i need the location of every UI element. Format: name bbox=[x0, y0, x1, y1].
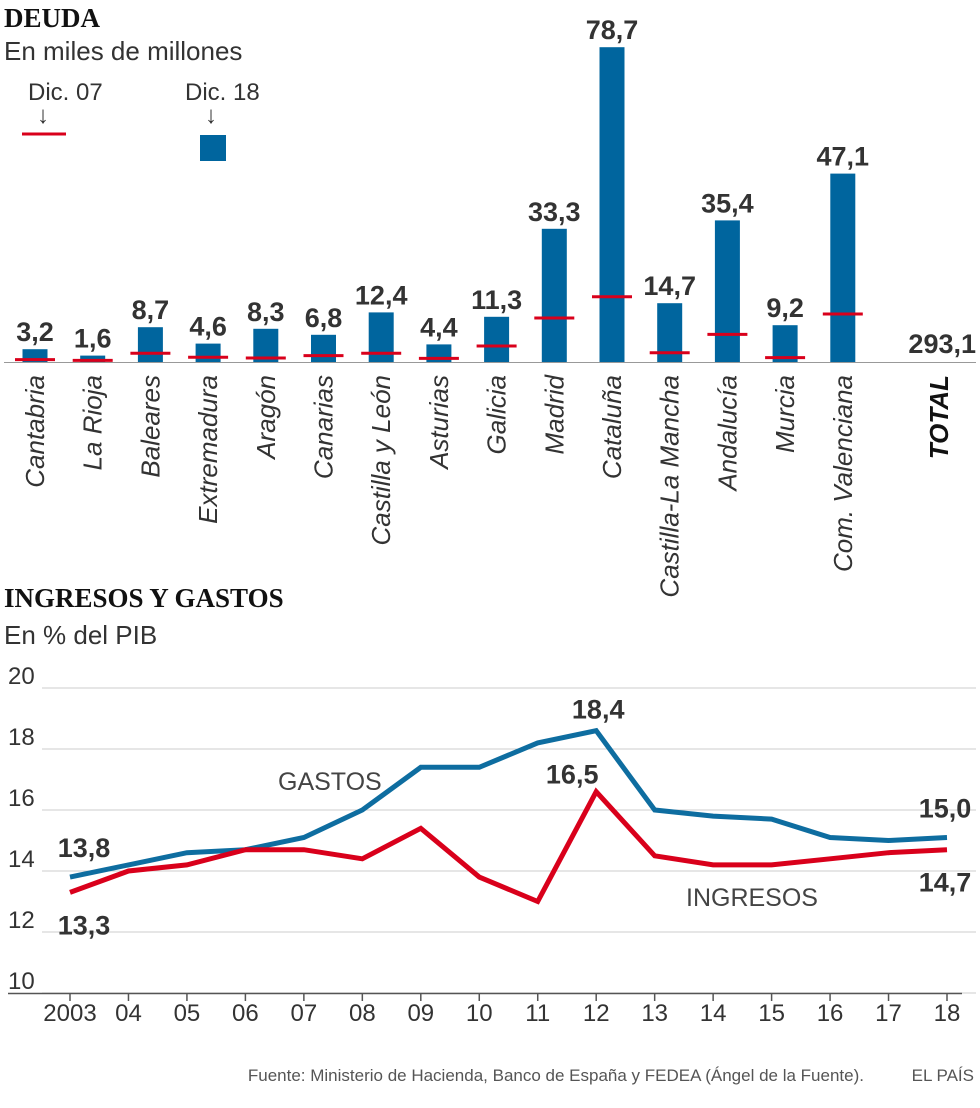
legend-swatch-dic18 bbox=[200, 135, 226, 161]
brand-logo: EL PAÍS bbox=[912, 1066, 974, 1085]
bar-chart-title: DEUDA bbox=[4, 3, 101, 33]
bar-value-castilla-y-leon: 12,4 bbox=[355, 280, 408, 310]
x-tick-16: 16 bbox=[817, 1000, 844, 1027]
x-tick-11: 11 bbox=[525, 1000, 550, 1027]
bar-extremadura bbox=[195, 343, 221, 362]
x-tick-12: 12 bbox=[583, 1000, 610, 1027]
y-tick-14: 14 bbox=[8, 846, 35, 873]
x-tick-2003: 2003 bbox=[43, 1000, 96, 1027]
bar-murcia bbox=[772, 325, 798, 362]
category-label-cantabria: Cantabria bbox=[20, 375, 50, 488]
category-label-cataluna: Cataluña bbox=[597, 375, 627, 479]
total-value: 293,1 bbox=[908, 329, 976, 359]
category-label-com-valenciana: Com. Valenciana bbox=[828, 375, 858, 572]
bar-la-rioja bbox=[80, 355, 106, 362]
bar-chart-plot: 3,2 Cantabria 1,6 La Rioja 8,7 Baleares 4,6 Ext… bbox=[4, 15, 976, 598]
bar-value-andalucia: 35,4 bbox=[701, 188, 754, 218]
category-label-castilla-la-mancha: Castilla-La Mancha bbox=[655, 375, 685, 598]
bar-value-castilla-la-mancha: 14,7 bbox=[643, 271, 696, 301]
bar-value-asturias: 4,4 bbox=[420, 312, 458, 342]
annotation-gastos-2003: 13,8 bbox=[58, 833, 111, 863]
x-tick-15: 15 bbox=[758, 1000, 785, 1027]
legend-label-dic07: Dic. 07 bbox=[28, 79, 103, 106]
y-tick-16: 16 bbox=[8, 785, 35, 812]
annotation-ingresos-12: 16,5 bbox=[546, 760, 599, 790]
bar-value-com-valenciana: 47,1 bbox=[817, 142, 870, 172]
line-gastos bbox=[69, 727, 948, 880]
bar-value-murcia: 9,2 bbox=[766, 293, 804, 323]
line-chart-title: INGRESOS Y GASTOS bbox=[4, 583, 284, 613]
x-tick-06: 06 bbox=[232, 1000, 259, 1027]
bar-madrid bbox=[541, 228, 567, 362]
category-label-canarias: Canarias bbox=[309, 375, 339, 479]
category-label-galicia: Galicia bbox=[482, 375, 512, 454]
bar-baleares bbox=[137, 327, 163, 362]
bar-aragon bbox=[253, 328, 279, 362]
category-label-baleares: Baleares bbox=[135, 375, 165, 478]
series-label-ingresos: INGRESOS bbox=[686, 884, 818, 912]
bar-value-cataluna: 78,7 bbox=[586, 15, 639, 45]
bar-value-cantabria: 3,2 bbox=[16, 317, 54, 347]
y-tick-10: 10 bbox=[8, 968, 35, 995]
category-label-madrid: Madrid bbox=[539, 373, 569, 454]
bar-value-extremadura: 4,6 bbox=[189, 312, 227, 342]
x-tick-04: 04 bbox=[115, 1000, 142, 1027]
series-label-gastos: GASTOS bbox=[278, 768, 382, 796]
x-tick-14: 14 bbox=[700, 1000, 727, 1027]
legend-label-dic18: Dic. 18 bbox=[185, 79, 260, 106]
x-tick-05: 05 bbox=[174, 1000, 201, 1027]
bar-chart-subtitle: En miles de millones bbox=[4, 36, 242, 66]
annotation-ingresos-18: 14,7 bbox=[919, 868, 972, 898]
line-chart-plot: 10 12 14 16 18 20 2003 04 05 06 07 08 09 10 11 12 13 14 15… bbox=[8, 663, 976, 1027]
bar-com-valenciana bbox=[830, 173, 856, 362]
bar-value-madrid: 33,3 bbox=[528, 197, 581, 227]
bar-value-baleares: 8,7 bbox=[132, 295, 170, 325]
x-tick-17: 17 bbox=[875, 1000, 902, 1027]
bar-value-galicia: 11,3 bbox=[471, 285, 522, 315]
x-tick-10: 10 bbox=[466, 1000, 493, 1027]
line-ingresos bbox=[69, 787, 948, 905]
total-label: TOTAL bbox=[924, 375, 954, 459]
x-tick-18: 18 bbox=[934, 1000, 961, 1027]
x-tick-09: 09 bbox=[407, 1000, 434, 1027]
x-tick-07: 07 bbox=[291, 1000, 318, 1027]
x-tick-08: 08 bbox=[349, 1000, 376, 1027]
annotation-gastos-12: 18,4 bbox=[572, 695, 625, 725]
legend-arrow-dic18: ↓ bbox=[205, 102, 217, 129]
category-label-murcia: Murcia bbox=[770, 375, 800, 453]
y-tick-18: 18 bbox=[8, 724, 35, 751]
y-tick-12: 12 bbox=[8, 907, 35, 934]
bar-chart-legend: Dic. 07 ↓ Dic. 18 ↓ bbox=[22, 79, 260, 161]
source-note: Fuente: Ministerio de Hacienda, Banco de… bbox=[248, 1066, 864, 1085]
category-label-castilla-y-leon: Castilla y León bbox=[366, 375, 396, 546]
annotation-gastos-18: 15,0 bbox=[919, 793, 972, 823]
x-tick-13: 13 bbox=[641, 1000, 668, 1027]
line-chart-subtitle: En % del PIB bbox=[4, 620, 157, 650]
bar-value-la-rioja: 1,6 bbox=[74, 324, 112, 354]
bar-cataluna bbox=[599, 47, 625, 362]
category-label-la-rioja: La Rioja bbox=[78, 375, 108, 470]
category-label-andalucia: Andalucía bbox=[712, 375, 742, 493]
category-label-extremadura: Extremadura bbox=[193, 375, 223, 524]
y-tick-20: 20 bbox=[8, 663, 35, 690]
bar-value-aragon: 8,3 bbox=[247, 297, 285, 327]
legend-arrow-dic07: ↓ bbox=[37, 102, 49, 129]
bar-andalucia bbox=[714, 220, 740, 362]
bar-canarias bbox=[311, 334, 336, 362]
annotation-ingresos-2003: 13,3 bbox=[58, 910, 111, 940]
category-label-asturias: Asturias bbox=[424, 375, 454, 471]
bar-value-canarias: 6,8 bbox=[305, 303, 343, 333]
bar-galicia bbox=[484, 316, 510, 362]
category-label-aragon: Aragón bbox=[251, 375, 281, 461]
